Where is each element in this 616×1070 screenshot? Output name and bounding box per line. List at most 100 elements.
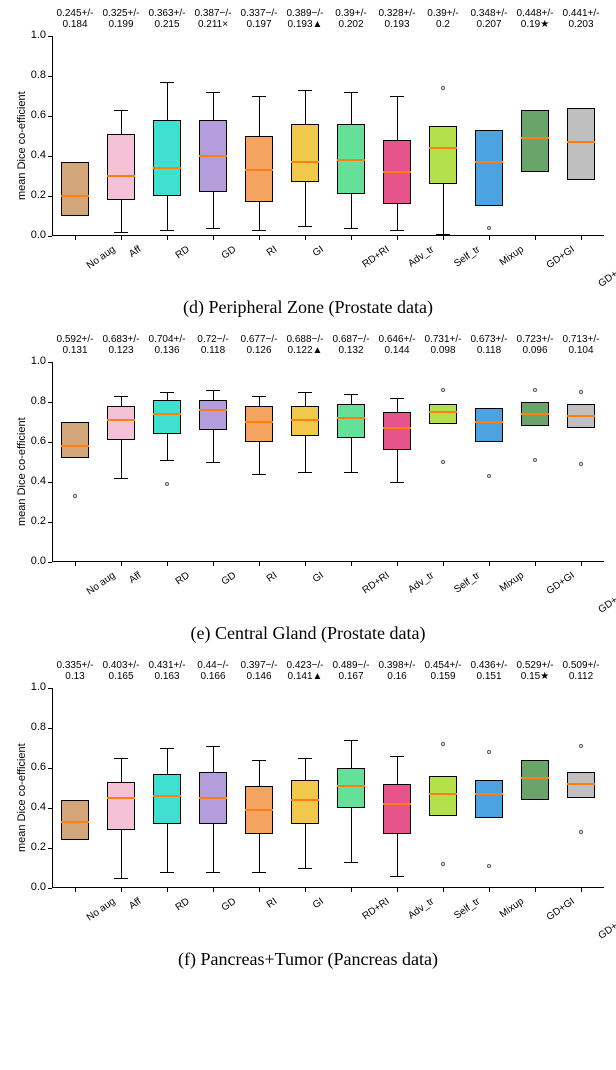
whisker-lower — [213, 192, 214, 228]
whisker-lower — [351, 438, 352, 472]
ann-mean: 0.713+/- — [563, 334, 600, 345]
xtick-label: No aug — [85, 896, 118, 924]
cap-upper — [390, 756, 404, 757]
ytick-label: 1.0 — [22, 681, 46, 693]
cap-lower — [206, 228, 220, 229]
xtick-mark — [535, 888, 536, 892]
flier — [73, 494, 77, 498]
xtick-mark — [305, 562, 306, 566]
top-annotation: 0.688−/-0.122▲ — [282, 334, 328, 356]
xtick-label: RD — [174, 896, 192, 913]
xtick-mark — [397, 236, 398, 240]
cap-lower — [252, 230, 266, 231]
x-axis-line — [52, 561, 604, 562]
ann-mean: 0.441+/- — [563, 8, 600, 19]
ytick-label: 1.0 — [22, 29, 46, 41]
boxplot-box — [61, 422, 90, 458]
ann-std: 0.215 — [154, 19, 179, 30]
xtick-label: RI — [265, 570, 280, 585]
ytick-mark — [48, 522, 52, 523]
cap-upper — [114, 396, 128, 397]
xtick-mark — [351, 236, 352, 240]
panel-2: 0.00.20.40.60.81.0mean Dice co-efficient… — [8, 660, 608, 943]
whisker-lower — [121, 200, 122, 232]
whisker-upper — [397, 398, 398, 412]
ann-mean: 0.335+/- — [57, 660, 94, 671]
ann-std: 0.151 — [476, 671, 501, 682]
flier — [487, 474, 491, 478]
cap-upper — [252, 760, 266, 761]
ann-mean: 0.389−/- — [287, 8, 324, 19]
ann-mean: 0.397−/- — [241, 660, 278, 671]
median-line — [429, 147, 458, 149]
cap-lower — [206, 462, 220, 463]
y-axis-line — [52, 362, 53, 562]
y-axis-line — [52, 688, 53, 888]
xtick-label: Self_tr — [452, 896, 482, 922]
ann-std: 0.193 — [384, 19, 409, 30]
top-annotation: 0.325+/-0.199 — [98, 8, 144, 30]
median-line — [429, 411, 458, 413]
flier — [487, 864, 491, 868]
whisker-lower — [305, 824, 306, 868]
ann-mean: 0.688−/- — [287, 334, 324, 345]
whisker-upper — [305, 90, 306, 124]
top-annotation: 0.454+/-0.159 — [420, 660, 466, 682]
boxplot-box — [107, 782, 136, 830]
cap-lower — [298, 472, 312, 473]
top-annotation: 0.348+/-0.207 — [466, 8, 512, 30]
whisker-upper — [213, 390, 214, 400]
ann-std: 0.15★ — [521, 671, 549, 682]
top-annotation: 0.387−/-0.211× — [190, 8, 236, 30]
ann-mean: 0.39+/- — [335, 8, 366, 19]
ytick-label: 0.0 — [22, 229, 46, 241]
median-line — [521, 777, 550, 779]
whisker-lower — [305, 436, 306, 472]
ann-std: 0.141▲ — [288, 671, 323, 682]
xtick-mark — [259, 888, 260, 892]
top-annotation: 0.646+/-0.144 — [374, 334, 420, 356]
ann-mean: 0.448+/- — [517, 8, 554, 19]
boxplot-box — [61, 800, 90, 840]
median-line — [475, 421, 504, 423]
flier — [441, 86, 445, 90]
flier — [441, 460, 445, 464]
ann-mean: 0.436+/- — [471, 660, 508, 671]
cap-upper — [114, 758, 128, 759]
cap-lower — [114, 232, 128, 233]
xtick-label: GD — [220, 570, 239, 588]
flier — [579, 744, 583, 748]
median-line — [153, 167, 182, 169]
xtick-label: No aug — [85, 244, 118, 272]
cap-lower — [390, 230, 404, 231]
xtick-label: GD — [220, 896, 239, 914]
cap-upper — [160, 748, 174, 749]
top-annotation: 0.687−/-0.132 — [328, 334, 374, 356]
median-line — [567, 141, 596, 143]
ann-std: 0.144 — [384, 345, 409, 356]
ann-std: 0.132 — [338, 345, 363, 356]
ann-mean: 0.431+/- — [149, 660, 186, 671]
top-annotation: 0.592+/-0.131 — [52, 334, 98, 356]
xtick-label: GD+GI — [545, 570, 577, 597]
boxplot-box — [107, 134, 136, 200]
top-annotation: 0.683+/-0.123 — [98, 334, 144, 356]
whisker-lower — [397, 834, 398, 876]
median-line — [291, 419, 320, 421]
median-line — [567, 783, 596, 785]
whisker-upper — [121, 110, 122, 134]
xtick-mark — [535, 562, 536, 566]
cap-upper — [252, 96, 266, 97]
whisker-upper — [305, 392, 306, 406]
ann-mean: 0.245+/- — [57, 8, 94, 19]
flier — [165, 482, 169, 486]
ann-mean: 0.687−/- — [333, 334, 370, 345]
boxplot-box — [429, 404, 458, 424]
flier — [441, 742, 445, 746]
cap-lower — [344, 472, 358, 473]
xtick-label: Adv_tr — [406, 570, 436, 596]
boxplot-box — [291, 124, 320, 182]
ann-std: 0.199 — [108, 19, 133, 30]
cap-upper — [160, 392, 174, 393]
whisker-lower — [397, 204, 398, 230]
